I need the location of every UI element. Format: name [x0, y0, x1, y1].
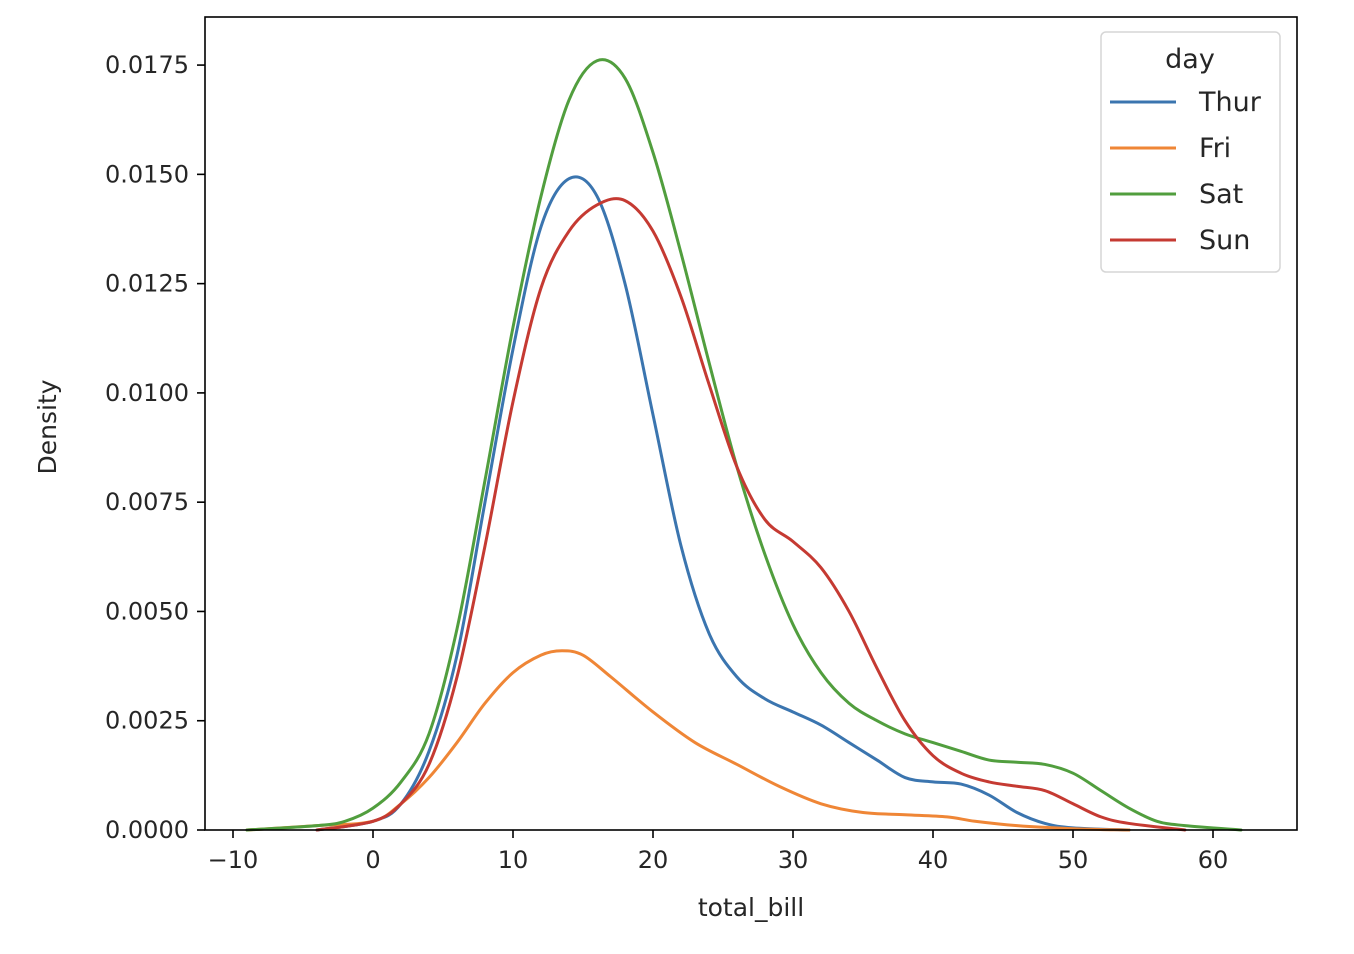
- legend-items: Thur Fri Sat Sun: [1110, 87, 1262, 256]
- y-tick-label: 0.0025: [105, 707, 189, 735]
- y-tick-label: 0.0125: [105, 270, 189, 298]
- x-tick-label: −10: [208, 846, 259, 874]
- x-tick-label: 10: [498, 846, 529, 874]
- y-tick-label: 0.0050: [105, 597, 189, 625]
- y-axis-label: Density: [33, 379, 62, 474]
- series-line-sat: [245, 58, 1243, 832]
- series-line-thur: [315, 175, 1131, 832]
- plot-frame: [204, 16, 1298, 831]
- x-tick-label: 20: [638, 846, 669, 874]
- x-tick-label: 0: [365, 846, 380, 874]
- x-tick-label: 40: [918, 846, 949, 874]
- legend-label-thur: Thur: [1198, 87, 1262, 118]
- y-tick-label: 0.0150: [105, 160, 189, 188]
- y-tick-label: 0.0100: [105, 379, 189, 407]
- x-tick-label: 60: [1198, 846, 1229, 874]
- x-axis: −10 0 10 20 30 40 50 60: [208, 830, 1229, 874]
- series-line-sun: [315, 197, 1187, 832]
- y-axis: 0.0000 0.0025 0.0050 0.0075 0.0100 0.0125 0.01…: [105, 51, 205, 844]
- y-tick-label: 0.0000: [105, 816, 189, 844]
- y-tick-label: 0.0175: [105, 51, 189, 79]
- series-line-fri: [245, 649, 1131, 832]
- legend-label-sun: Sun: [1199, 225, 1250, 256]
- x-tick-label: 30: [778, 846, 809, 874]
- curves-layer: [245, 58, 1243, 832]
- legend-label-sat: Sat: [1199, 179, 1243, 210]
- legend-title: day: [1165, 44, 1215, 75]
- legend-label-fri: Fri: [1199, 133, 1231, 164]
- y-tick-label: 0.0075: [105, 488, 189, 516]
- x-axis-label: total_bill: [698, 893, 804, 922]
- legend: day Thur Fri Sat Sun: [1100, 31, 1281, 273]
- legend-box: [1100, 31, 1281, 273]
- x-tick-label: 50: [1058, 846, 1089, 874]
